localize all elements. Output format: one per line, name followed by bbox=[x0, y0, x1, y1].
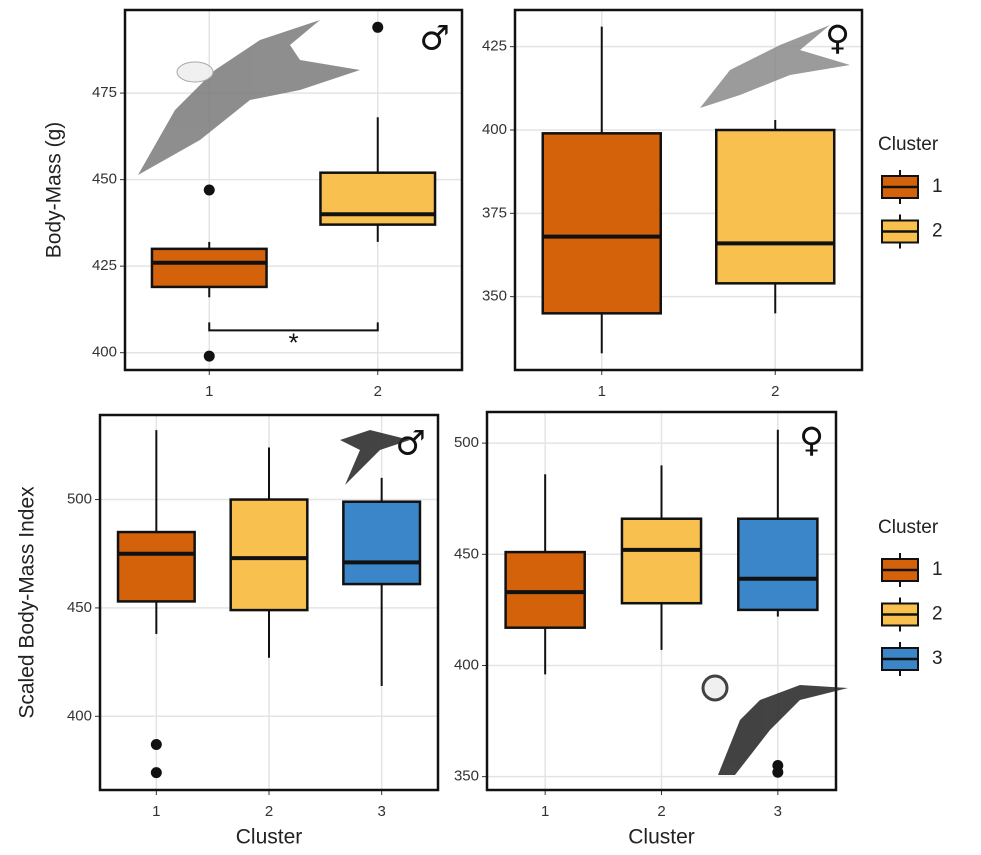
y-axis-title: Scaled Body-Mass Index bbox=[16, 486, 39, 719]
significance-bracket bbox=[208, 322, 379, 332]
y-tick-label: 400 bbox=[482, 121, 507, 138]
box bbox=[342, 500, 422, 586]
y-tick-label: 400 bbox=[454, 656, 479, 673]
y-axis-title: Body-Mass (g) bbox=[43, 122, 66, 259]
sex-symbol: ♂ bbox=[396, 424, 426, 464]
x-tick-label: 2 bbox=[265, 803, 273, 820]
box bbox=[541, 132, 662, 315]
box bbox=[737, 517, 819, 612]
x-tick-label: 1 bbox=[541, 803, 549, 820]
y-tick-label: 500 bbox=[67, 491, 92, 508]
significance-label: * bbox=[288, 327, 298, 357]
sex-symbol: ♂ bbox=[420, 19, 450, 59]
gull-illustration bbox=[138, 20, 360, 175]
panel: 400 450 500 1 2 3 ♂ Scaled Body-Mass Index Clust… bbox=[16, 413, 440, 849]
outlier bbox=[203, 350, 215, 362]
legend-label: 2 bbox=[932, 604, 943, 625]
x-tick-label: 1 bbox=[152, 803, 160, 820]
plot-border bbox=[485, 410, 838, 792]
y-tick-label: 450 bbox=[454, 545, 479, 562]
y-tick-label: 450 bbox=[67, 599, 92, 616]
outlier bbox=[150, 738, 162, 750]
x-axis-title: Cluster bbox=[628, 826, 695, 849]
y-tick-label: 375 bbox=[482, 204, 507, 221]
box bbox=[150, 247, 268, 289]
box bbox=[620, 517, 703, 605]
y-tick-label: 475 bbox=[92, 84, 117, 101]
puffin-illustration bbox=[340, 430, 410, 485]
box bbox=[116, 530, 196, 603]
x-tick-label: 1 bbox=[598, 383, 606, 400]
sex-symbol: ♀ bbox=[799, 421, 824, 461]
plot-border bbox=[123, 8, 464, 372]
outlier bbox=[150, 767, 162, 779]
gull-illustration bbox=[700, 25, 850, 108]
plot-border bbox=[513, 8, 864, 372]
box bbox=[715, 128, 836, 285]
y-tick-label: 350 bbox=[482, 288, 507, 305]
y-tick-label: 400 bbox=[92, 344, 117, 361]
box bbox=[319, 171, 437, 226]
y-tick-label: 500 bbox=[454, 434, 479, 451]
y-tick-label: 425 bbox=[92, 257, 117, 274]
outlier bbox=[203, 184, 215, 196]
x-tick-label: 2 bbox=[374, 383, 382, 400]
x-tick-label: 3 bbox=[377, 803, 385, 820]
sex-symbol: ♀ bbox=[825, 19, 850, 59]
legend-label: 1 bbox=[932, 559, 943, 580]
x-tick-label: 1 bbox=[205, 383, 213, 400]
x-tick-label: 2 bbox=[657, 803, 665, 820]
box bbox=[504, 550, 586, 629]
plot-border bbox=[98, 413, 440, 792]
legend-label: 1 bbox=[932, 176, 943, 197]
outlier bbox=[772, 766, 784, 778]
legend-label: 3 bbox=[932, 648, 943, 669]
gull-head bbox=[176, 61, 214, 83]
legend-title: Cluster bbox=[878, 517, 939, 538]
panel: 350 400 450 500 1 2 3 ♀ Cluster Cluster 1 2 3 bbox=[454, 410, 943, 849]
y-tick-label: 400 bbox=[67, 707, 92, 724]
panel: 350 375 400 425 1 2 ♀ Cluster 1 2 bbox=[482, 8, 943, 400]
puffin-head bbox=[701, 674, 729, 702]
y-tick-label: 350 bbox=[454, 768, 479, 785]
y-tick-label: 450 bbox=[92, 171, 117, 188]
legend-label: 2 bbox=[932, 221, 943, 242]
x-tick-label: 2 bbox=[771, 383, 779, 400]
box bbox=[229, 498, 309, 612]
x-tick-label: 3 bbox=[774, 803, 782, 820]
outlier bbox=[372, 21, 384, 33]
legend-title: Cluster bbox=[878, 134, 939, 155]
puffin-illustration bbox=[718, 685, 848, 775]
illustrations bbox=[138, 20, 850, 775]
y-tick-label: 425 bbox=[482, 38, 507, 55]
x-axis-title: Cluster bbox=[236, 826, 303, 849]
